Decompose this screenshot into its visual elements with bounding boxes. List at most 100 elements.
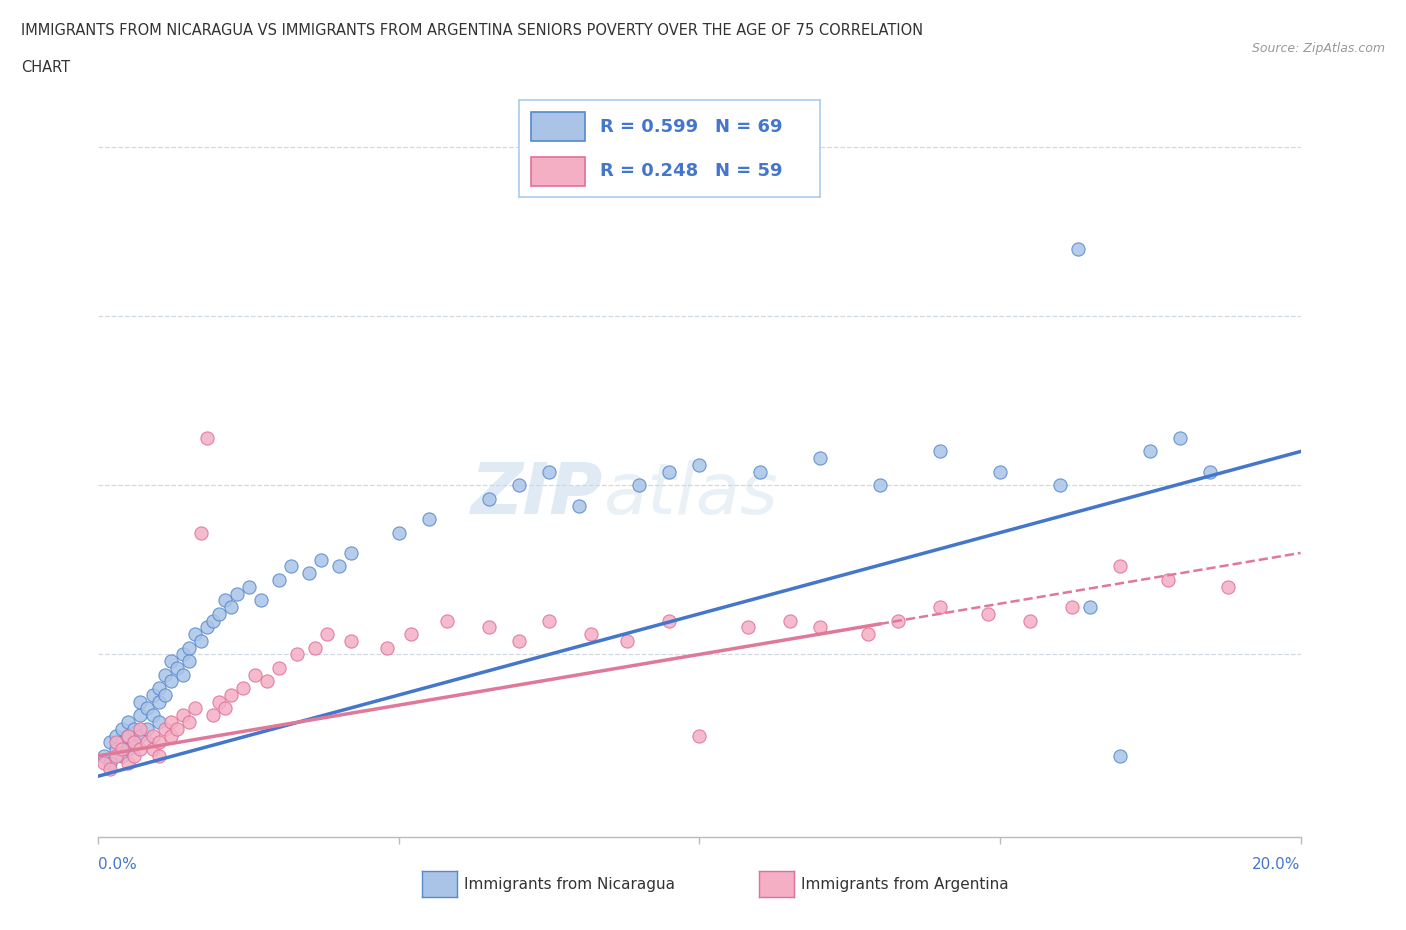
Point (111, 749, 134, 764)
Point (201, 708, 224, 723)
Text: IMMIGRANTS FROM NICARAGUA VS IMMIGRANTS FROM ARGENTINA SENIORS POVERTY OVER THE : IMMIGRANTS FROM NICARAGUA VS IMMIGRANTS … (21, 23, 924, 38)
Point (568, 498, 591, 513)
Point (399, 627, 422, 642)
Point (436, 613, 458, 628)
Point (148, 714, 170, 729)
Point (195, 620, 218, 635)
Point (124, 749, 146, 764)
Point (135, 701, 157, 716)
Point (808, 620, 831, 635)
Point (581, 627, 603, 642)
Point (148, 681, 170, 696)
Point (93, 755, 115, 770)
Point (129, 722, 152, 737)
Point (225, 586, 247, 601)
Point (1062, 600, 1084, 615)
Point (1049, 478, 1071, 493)
Point (616, 633, 638, 648)
Point (141, 687, 163, 702)
Point (148, 749, 170, 764)
Point (100, 735, 122, 750)
Text: R = 0.248: R = 0.248 (600, 162, 699, 180)
Point (688, 728, 710, 743)
Point (177, 714, 200, 729)
Point (285, 647, 308, 662)
Point (1019, 613, 1042, 628)
Point (141, 741, 163, 756)
Point (117, 714, 139, 729)
Point (340, 546, 363, 561)
Point (1109, 559, 1132, 574)
Point (658, 464, 681, 479)
Point (105, 741, 128, 756)
Point (148, 695, 170, 710)
Point (1170, 431, 1192, 445)
Text: atlas: atlas (603, 460, 778, 529)
Point (315, 627, 337, 642)
Point (214, 592, 236, 607)
Text: Source: ZipAtlas.com: Source: ZipAtlas.com (1251, 42, 1385, 55)
Point (737, 620, 759, 635)
FancyBboxPatch shape (531, 156, 585, 186)
Point (688, 458, 710, 472)
Point (748, 464, 770, 479)
Point (111, 722, 134, 737)
Point (129, 741, 152, 756)
Point (280, 559, 302, 574)
Point (628, 478, 651, 493)
Point (808, 451, 831, 466)
Point (177, 654, 200, 669)
Point (117, 728, 139, 743)
Point (1078, 600, 1101, 615)
Point (508, 478, 530, 493)
Point (124, 722, 146, 737)
Text: R = 0.599: R = 0.599 (600, 117, 699, 136)
Point (117, 755, 139, 770)
Point (190, 633, 212, 648)
Point (328, 559, 350, 574)
Point (111, 735, 134, 750)
Point (267, 573, 290, 588)
Point (129, 728, 152, 743)
Text: N = 59: N = 59 (714, 162, 782, 180)
Point (388, 525, 411, 540)
Point (478, 491, 501, 506)
Point (135, 722, 157, 737)
Point (195, 431, 218, 445)
Point (100, 762, 122, 777)
Point (658, 613, 681, 628)
Text: CHART: CHART (21, 60, 70, 75)
Point (219, 600, 242, 615)
Point (340, 633, 363, 648)
Point (124, 735, 146, 750)
Point (141, 708, 163, 723)
Point (166, 722, 188, 737)
Point (129, 695, 152, 710)
Point (129, 708, 152, 723)
Point (105, 735, 128, 750)
Point (183, 701, 205, 716)
Point (309, 552, 332, 567)
Point (153, 722, 176, 737)
Point (478, 620, 501, 635)
Point (172, 667, 194, 682)
Point (977, 606, 1000, 621)
Point (249, 592, 271, 607)
Point (135, 735, 157, 750)
Point (1109, 749, 1132, 764)
Point (929, 444, 952, 458)
Point (375, 640, 398, 655)
Point (256, 674, 278, 689)
Point (238, 579, 260, 594)
Point (1157, 573, 1180, 588)
Point (166, 660, 188, 675)
Point (1139, 444, 1161, 458)
Point (538, 464, 561, 479)
Point (538, 613, 561, 628)
Point (124, 735, 146, 750)
Point (100, 755, 122, 770)
Point (153, 667, 176, 682)
Point (1067, 241, 1090, 256)
Point (243, 667, 266, 682)
Point (159, 714, 181, 729)
